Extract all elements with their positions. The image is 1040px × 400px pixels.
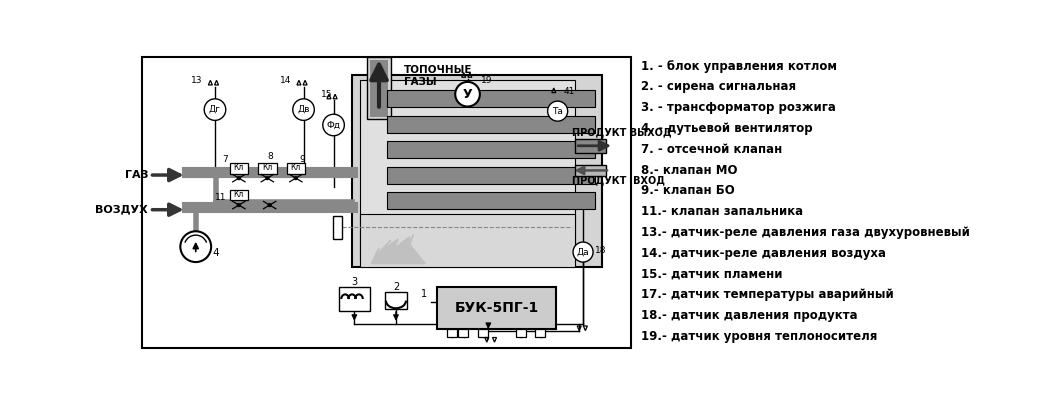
Bar: [575, 139, 606, 153]
Text: 15.- датчик пламени: 15.- датчик пламени: [641, 268, 782, 280]
Text: 18: 18: [595, 246, 606, 255]
Bar: [516, 329, 526, 337]
Circle shape: [180, 231, 211, 262]
Text: 3: 3: [352, 277, 358, 287]
Bar: [459, 329, 468, 337]
Text: Та: Та: [552, 107, 563, 116]
Text: Дг: Дг: [209, 105, 220, 114]
Text: 18.- датчик давления продукта: 18.- датчик давления продукта: [641, 309, 857, 322]
Bar: [387, 90, 595, 107]
Bar: [353, 75, 602, 268]
Bar: [387, 116, 595, 133]
Text: 11.- клапан запальника: 11.- клапан запальника: [641, 205, 803, 218]
Bar: [360, 214, 575, 268]
Text: БУК-5ПГ-1: БУК-5ПГ-1: [454, 301, 539, 315]
Text: 8: 8: [267, 152, 274, 161]
Circle shape: [265, 176, 269, 180]
Text: Да: Да: [577, 248, 590, 256]
Text: 2. - сирена сигнальная: 2. - сирена сигнальная: [641, 80, 796, 93]
Circle shape: [294, 176, 297, 180]
Text: 1. - блок управления котлом: 1. - блок управления котлом: [641, 60, 837, 72]
Text: Кл: Кл: [291, 163, 301, 172]
Text: Фд: Фд: [327, 120, 340, 130]
Text: 4. - дутьевой вентилятор: 4. - дутьевой вентилятор: [641, 122, 812, 135]
Text: 9.- клапан БО: 9.- клапан БО: [641, 184, 734, 197]
Bar: [477, 329, 488, 337]
Text: ПРОДУКТ ВЫХОД: ПРОДУКТ ВЫХОД: [572, 128, 672, 138]
Bar: [258, 163, 277, 174]
Text: 17.- датчик температуры аварийный: 17.- датчик температуры аварийный: [641, 288, 893, 301]
Text: Кл: Кл: [234, 190, 244, 199]
Bar: [141, 57, 631, 348]
Text: ТОПОЧНЫЕ
ГАЗЫ: ТОПОЧНЫЕ ГАЗЫ: [404, 65, 472, 86]
Circle shape: [204, 99, 226, 120]
Bar: [230, 163, 249, 174]
Bar: [339, 287, 370, 311]
Bar: [333, 216, 342, 239]
Text: ГАЗ: ГАЗ: [125, 170, 148, 180]
Bar: [370, 60, 388, 116]
Circle shape: [267, 203, 271, 207]
Text: 15: 15: [320, 90, 332, 99]
Bar: [385, 292, 407, 309]
Text: 2: 2: [393, 282, 399, 292]
Text: Кл: Кл: [234, 163, 244, 172]
Bar: [437, 287, 556, 329]
Text: 4: 4: [213, 248, 219, 258]
Bar: [387, 141, 595, 158]
Text: 13: 13: [191, 76, 203, 85]
Bar: [387, 166, 595, 184]
Circle shape: [573, 242, 593, 262]
Bar: [367, 57, 391, 119]
Circle shape: [293, 99, 314, 120]
Bar: [230, 190, 249, 200]
Text: Дв: Дв: [297, 105, 310, 114]
Bar: [360, 80, 575, 261]
Text: 11: 11: [215, 193, 227, 202]
Polygon shape: [371, 234, 425, 264]
Bar: [536, 329, 545, 337]
Text: ВОЗДУХ: ВОЗДУХ: [96, 205, 148, 215]
Text: 7: 7: [223, 155, 228, 164]
Text: 8.- клапан МО: 8.- клапан МО: [641, 164, 737, 176]
Text: 3. - трансформатор розжига: 3. - трансформатор розжига: [641, 101, 836, 114]
Text: У: У: [463, 88, 472, 101]
Circle shape: [237, 176, 241, 180]
Circle shape: [456, 82, 479, 106]
Text: 1: 1: [421, 290, 427, 299]
Text: 14.- датчик-реле давления воздуха: 14.- датчик-реле давления воздуха: [641, 247, 886, 260]
Text: 19.- датчик уровня теплоносителя: 19.- датчик уровня теплоносителя: [641, 330, 877, 343]
Bar: [287, 163, 305, 174]
Text: 19: 19: [482, 76, 493, 85]
Text: 14: 14: [280, 76, 291, 85]
Text: 7. - отсечной клапан: 7. - отсечной клапан: [641, 143, 782, 156]
Text: ПРОДУКТ  ВХОД: ПРОДУКТ ВХОД: [572, 176, 666, 186]
Text: 13.- датчик-реле давления газа двухуровневый: 13.- датчик-реле давления газа двухуровн…: [641, 226, 969, 239]
Text: Кл: Кл: [262, 163, 272, 172]
Circle shape: [548, 101, 568, 121]
Circle shape: [237, 203, 241, 207]
Bar: [387, 192, 595, 209]
Circle shape: [322, 114, 344, 136]
Text: 41: 41: [564, 87, 575, 96]
Bar: [575, 165, 606, 176]
Text: 9: 9: [300, 155, 306, 164]
Bar: [447, 329, 457, 337]
